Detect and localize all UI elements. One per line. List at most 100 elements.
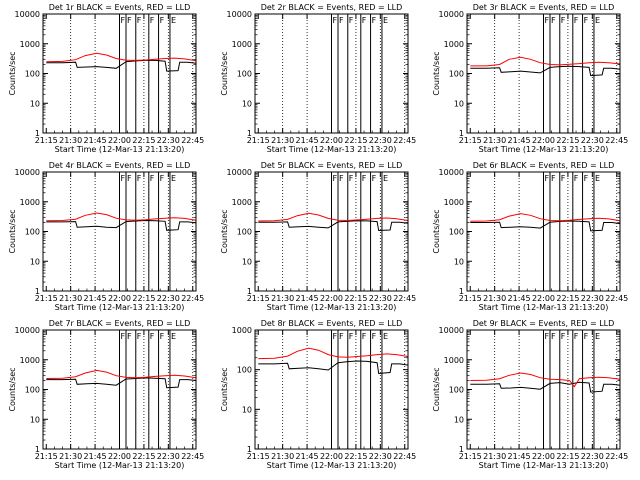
y-axis-label: Counts/sec [220,51,229,95]
x-tick-label: 22:45 [393,136,416,145]
chart-title: Det 4r BLACK = Events, RED = LLD [49,161,191,170]
event-marker-label: F [372,16,377,25]
y-tick-label: 10 [30,257,40,266]
y-tick-label: 100 [449,228,464,237]
y-tick-label: 10000 [439,168,464,177]
event-marker-label: F [574,332,579,341]
y-tick-label: 1 [459,129,464,138]
event-marker-label: F [574,174,579,183]
y-axis-label: Counts/sec [432,209,441,253]
x-tick-label: 21:45 [508,136,531,145]
y-tick-label: 1000 [232,326,252,335]
event-marker-label: F [121,174,126,183]
event-marker-label: E [595,174,600,183]
x-tick-label: 21:15 [35,452,58,461]
events-series-line [470,65,621,77]
event-marker-label: F [339,174,344,183]
y-tick-label: 10000 [439,10,464,19]
y-tick-label: 10 [454,99,464,108]
event-marker-label: F [137,174,142,183]
event-marker-label: F [150,332,155,341]
y-tick-label: 1 [459,287,464,296]
x-tick-label: 21:30 [59,452,82,461]
x-tick-label: 22:15 [556,294,579,303]
event-marker-label: F [551,16,556,25]
event-marker-label: F [551,332,556,341]
x-tick-label: 22:15 [132,136,155,145]
event-marker-label: F [127,16,132,25]
x-tick-label: 21:15 [459,452,482,461]
y-tick-label: 1000 [20,198,40,207]
event-marker-label: F [372,174,377,183]
x-tick-label: 21:30 [271,136,294,145]
events-series-line [470,220,621,232]
x-axis-label: Start Time (12-Mar-13 21:13:20) [267,145,397,154]
y-tick-label: 1000 [444,356,464,365]
x-tick-label: 22:30 [581,452,604,461]
x-tick-label: 22:15 [344,452,367,461]
x-tick-label: 22:30 [157,136,180,145]
y-tick-label: 100 [25,386,40,395]
y-tick-label: 10000 [227,168,252,177]
y-tick-label: 1 [247,129,252,138]
x-tick-label: 22:45 [393,294,416,303]
event-marker-label: F [545,174,550,183]
y-axis-label: Counts/sec [220,367,229,411]
y-tick-label: 10 [30,415,40,424]
y-tick-label: 1000 [444,198,464,207]
y-tick-label: 100 [449,70,464,79]
event-marker-label: E [383,174,388,183]
x-tick-label: 21:15 [247,452,270,461]
y-tick-label: 1 [35,445,40,454]
event-marker-label: F [545,16,550,25]
x-tick-label: 21:15 [247,136,270,145]
x-tick-label: 22:00 [320,294,343,303]
y-axis-label: Counts/sec [8,209,17,253]
event-marker-label: E [171,174,176,183]
x-tick-label: 21:30 [271,294,294,303]
y-tick-label: 10000 [15,168,40,177]
event-marker-label: F [127,174,132,183]
events-series-line [46,219,197,231]
x-tick-label: 22:15 [132,294,155,303]
y-tick-label: 1 [35,287,40,296]
event-marker-label: F [561,332,566,341]
chart-title: Det 7r BLACK = Events, RED = LLD [49,319,191,328]
x-tick-label: 22:45 [605,136,628,145]
lld-series-line [46,369,197,379]
event-marker-label: F [584,174,589,183]
y-tick-label: 1000 [232,40,252,49]
y-tick-label: 1 [247,445,252,454]
x-tick-label: 22:15 [344,294,367,303]
x-tick-label: 22:15 [132,452,155,461]
lld-series-line [258,212,409,222]
x-tick-label: 22:45 [393,452,416,461]
event-marker-label: E [383,16,388,25]
y-tick-label: 100 [449,386,464,395]
event-marker-label: F [362,332,367,341]
event-marker-label: F [150,174,155,183]
y-tick-label: 1000 [20,40,40,49]
x-axis-label: Start Time (12-Mar-13 21:13:20) [479,461,609,470]
event-marker-label: F [333,16,338,25]
x-axis-label: Start Time (12-Mar-13 21:13:20) [55,303,185,312]
chart-title: Det 9r BLACK = Events, RED = LLD [473,319,615,328]
x-tick-label: 21:45 [508,294,531,303]
y-tick-label: 10000 [15,326,40,335]
x-tick-label: 21:15 [459,294,482,303]
x-tick-label: 22:00 [320,136,343,145]
y-axis-label: Counts/sec [220,209,229,253]
event-marker-label: F [137,332,142,341]
event-marker-label: F [160,174,165,183]
x-tick-label: 21:30 [483,452,506,461]
events-series-line [258,360,409,375]
y-axis-label: Counts/sec [432,51,441,95]
y-tick-label: 10 [30,99,40,108]
x-tick-label: 21:45 [84,294,107,303]
y-tick-label: 1000 [232,198,252,207]
